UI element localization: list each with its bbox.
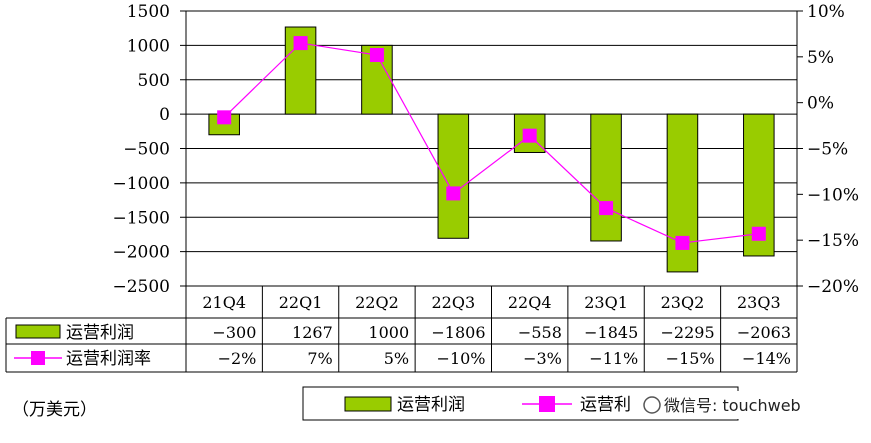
legend-bar-swatch — [344, 396, 392, 412]
table-bar-swatch — [15, 324, 61, 339]
legend-label-bar: 运营利润 — [397, 395, 465, 415]
margin-point-22Q4 — [522, 128, 537, 143]
right-tick-label: 0% — [807, 94, 834, 114]
table-value-bar: −300 — [212, 323, 256, 342]
table-value-bar: −2295 — [661, 323, 715, 342]
table-line-marker — [31, 351, 45, 365]
margin-point-21Q4 — [217, 110, 232, 125]
right-tick-label: −5% — [807, 140, 848, 160]
margin-point-23Q2 — [675, 235, 690, 250]
legend-label-line: 运营利 — [580, 395, 631, 415]
table-value-bar: −558 — [518, 323, 562, 342]
legend-line-marker — [539, 396, 555, 412]
table-value-bar: −1845 — [584, 323, 638, 342]
table-value-line: −15% — [666, 349, 715, 368]
left-axis: 1500 1000 500 0 −500 −1000 −1500 −2000 −2500 — [112, 2, 187, 297]
table-value-line: −3% — [523, 349, 562, 368]
category-label: 22Q2 — [355, 293, 399, 312]
table-value-line: −14% — [742, 349, 791, 368]
category-label: 22Q1 — [279, 293, 323, 312]
bar-23Q1 — [590, 113, 622, 242]
table-value-bar: 1000 — [368, 323, 409, 342]
margin-point-23Q3 — [751, 226, 766, 241]
right-axis: 10% 5% 0% −5% −10% −15% −20% — [796, 2, 859, 297]
table-value-line: −10% — [437, 349, 486, 368]
table-series-label-line: 运营利润率 — [66, 349, 151, 369]
bars — [208, 26, 775, 273]
left-tick-label: 500 — [138, 71, 170, 91]
bar-22Q3 — [437, 113, 470, 239]
table-value-bar: −1806 — [431, 323, 485, 342]
right-tick-label: 5% — [807, 48, 834, 68]
table-value-bar: 1267 — [292, 323, 333, 342]
margin-point-22Q2 — [369, 48, 384, 62]
left-tick-label: 0 — [159, 105, 170, 125]
margin-point-23Q1 — [599, 201, 614, 216]
category-label: 22Q4 — [508, 293, 552, 312]
table-value-line: −2% — [218, 349, 257, 368]
right-tick-label: −10% — [807, 185, 859, 205]
category-label: 22Q3 — [431, 293, 475, 312]
left-tick-label: 1000 — [127, 36, 170, 56]
category-label: 23Q1 — [584, 293, 628, 312]
watermark: 微信号: touchweb — [640, 391, 848, 419]
table-value-line: 5% — [384, 349, 409, 368]
wechat-icon — [643, 396, 661, 414]
margin-line-path — [223, 42, 759, 244]
unit-note: （万美元） — [12, 400, 97, 420]
table-value-bar: −2063 — [737, 323, 791, 342]
category-label: 21Q4 — [202, 293, 246, 312]
category-label: 23Q2 — [661, 293, 705, 312]
margin-point-22Q1 — [293, 36, 308, 51]
category-label: 23Q3 — [737, 293, 781, 312]
watermark-bg — [640, 391, 848, 419]
grid — [186, 10, 797, 287]
left-tick-label: −2500 — [112, 277, 170, 297]
right-tick-label: 10% — [807, 2, 845, 22]
data-table: 21Q4 22Q1 22Q2 22Q3 22Q4 23Q1 23Q2 23Q3 运营利润 −300… — [5, 285, 798, 373]
left-tick-label: −1500 — [112, 208, 170, 228]
left-tick-label: −500 — [123, 140, 170, 160]
right-tick-label: −15% — [807, 231, 859, 251]
table-value-line: −11% — [589, 349, 638, 368]
left-tick-label: 1500 — [127, 2, 170, 22]
left-tick-label: −2000 — [112, 243, 170, 263]
right-tick-label: −20% — [807, 277, 859, 297]
table-value-line: 7% — [307, 349, 332, 368]
watermark-text: 微信号: touchweb — [664, 396, 801, 415]
left-tick-label: −1000 — [112, 174, 170, 194]
table-series-label-bar: 运营利润 — [66, 323, 134, 343]
margin-point-22Q3 — [446, 186, 461, 201]
margin-line — [217, 36, 766, 250]
